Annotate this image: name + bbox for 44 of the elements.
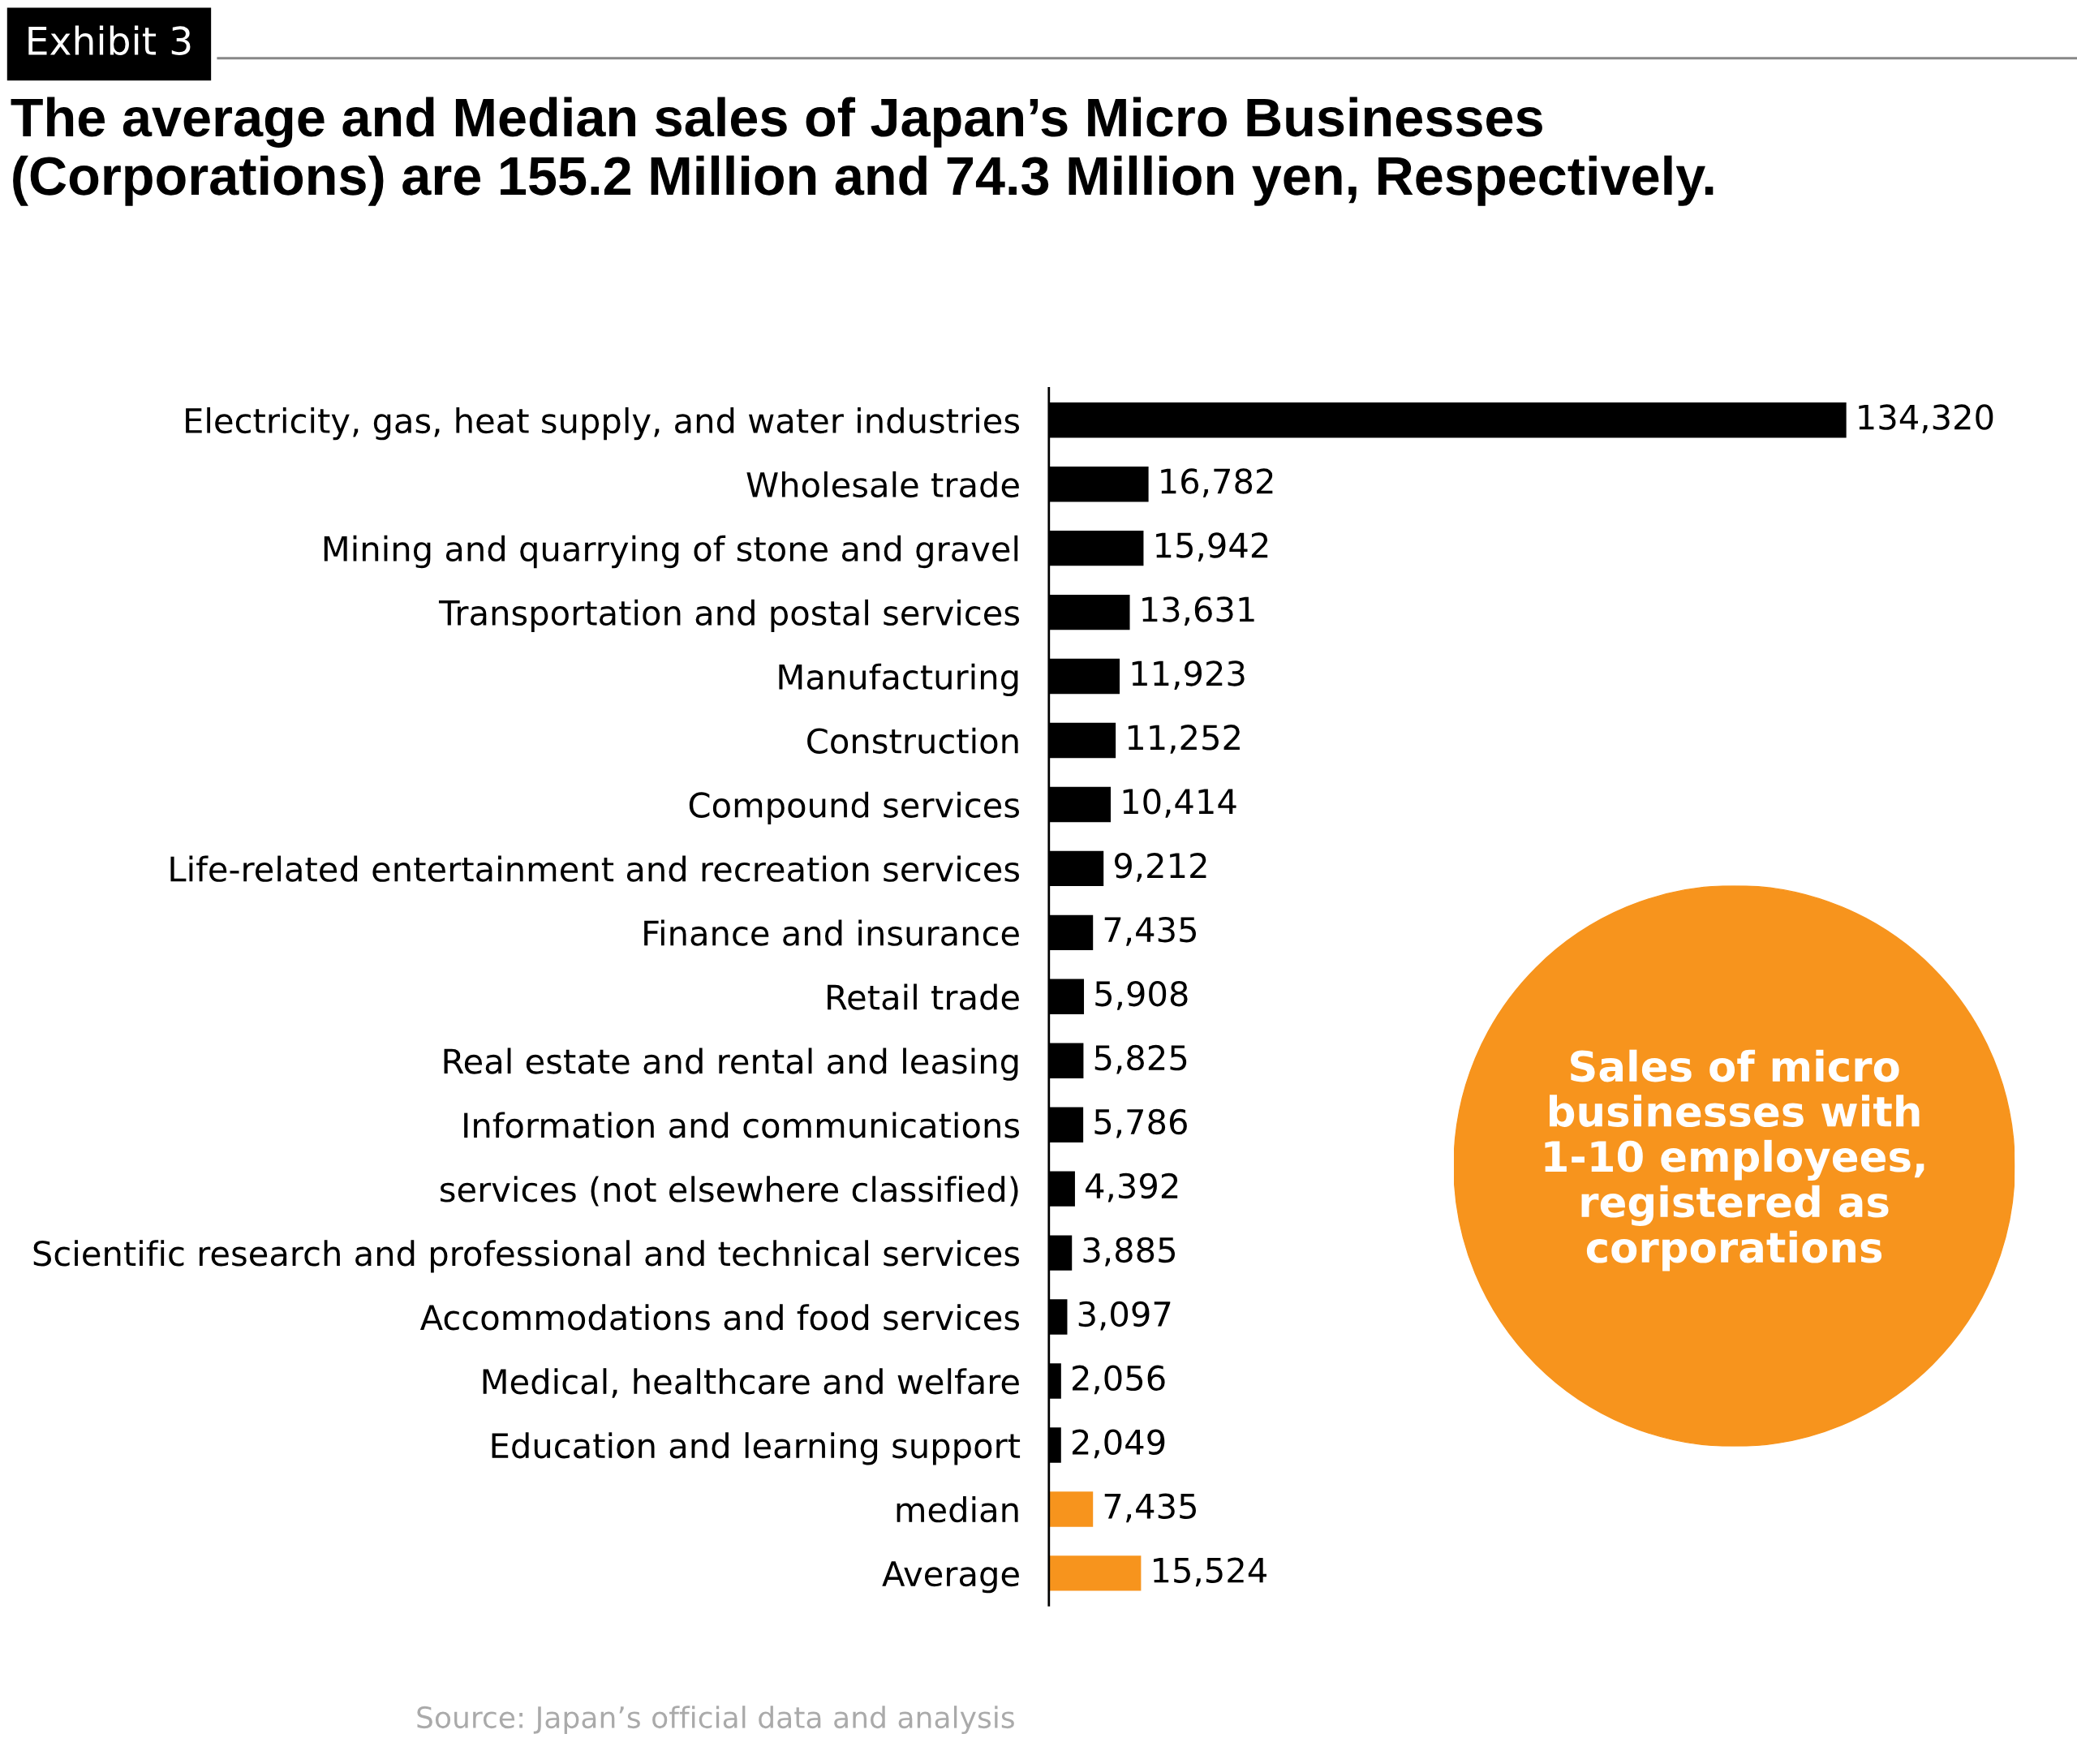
data-label: 2,049 [1072, 1429, 1165, 1459]
chart-title: The average and Median sales of Japan’s Micro Businesses (Corporations) are 155.2 Million and 74.3 Million yen, Respectively. [11, 97, 1714, 206]
y-tick-label: Finance and insurance [644, 919, 1019, 946]
data-label: 7,435 [1104, 916, 1196, 946]
data-label: 10,414 [1123, 789, 1236, 818]
y-tick-label: Mining and quarrying of stone and gravel [324, 535, 1018, 569]
data-label: 11,252 [1128, 725, 1240, 754]
data-label: 11,923 [1132, 660, 1245, 690]
data-label: 5,786 [1094, 1108, 1187, 1138]
data-label: 7,435 [1104, 1493, 1196, 1523]
y-tick-label: Retail trade [828, 983, 1019, 1010]
y-tick-label: Average [882, 1561, 1019, 1594]
y-tick-label: Construction [807, 727, 1018, 754]
text: Exhibit 3 [28, 25, 191, 56]
data-label: 5,825 [1094, 1044, 1187, 1074]
y-tick-label: Manufacturing [779, 663, 1018, 697]
y-tick-label: median [897, 1496, 1018, 1523]
y-tick-label: Life-related entertainment and recreation services [170, 855, 1020, 882]
data-label: 5,908 [1095, 980, 1188, 1010]
y-tick-label: Accommodations and food services [419, 1304, 1020, 1331]
y-tick-label: Medical, healthcare and welfare [483, 1368, 1019, 1398]
data-label: 15,524 [1154, 1557, 1266, 1587]
data-label: 16,782 [1161, 468, 1273, 498]
data-label: 2,056 [1073, 1365, 1165, 1395]
data-label: 9,212 [1114, 852, 1206, 882]
data-label: 3,885 [1083, 1237, 1175, 1267]
y-tick-label: Information and communications [464, 1112, 1020, 1138]
data-label: 134,320 [1859, 404, 1993, 434]
bar [1048, 1555, 1142, 1591]
annotation: Sales of micro businesses with 1-10 employees, registered as corporations [1545, 1049, 1924, 1271]
source-note: Source: Japan’s official data and analysis [417, 1706, 1014, 1735]
y-tick-label: Scientific research and professional and technical services [33, 1240, 1020, 1273]
data-label: 13,631 [1142, 596, 1254, 626]
bar [1048, 1491, 1094, 1527]
y-tick-label: services (not elsewhere classified) [441, 1176, 1018, 1207]
data-label: 4,392 [1086, 1172, 1178, 1203]
y-tick-label: Electricity, gas, heat supply, and water industries [186, 407, 1020, 441]
y-tick-label: Transportation and postal services [438, 599, 1020, 633]
data-label: 3,097 [1078, 1301, 1171, 1331]
y-tick-label: Real estate and rental and leasing [444, 1048, 1018, 1081]
y-tick-label: Compound services [689, 791, 1020, 824]
data-label: 15,942 [1156, 532, 1268, 561]
y-tick-label: Education and learning support [492, 1432, 1021, 1465]
y-tick-label: Wholesale trade [746, 471, 1019, 498]
